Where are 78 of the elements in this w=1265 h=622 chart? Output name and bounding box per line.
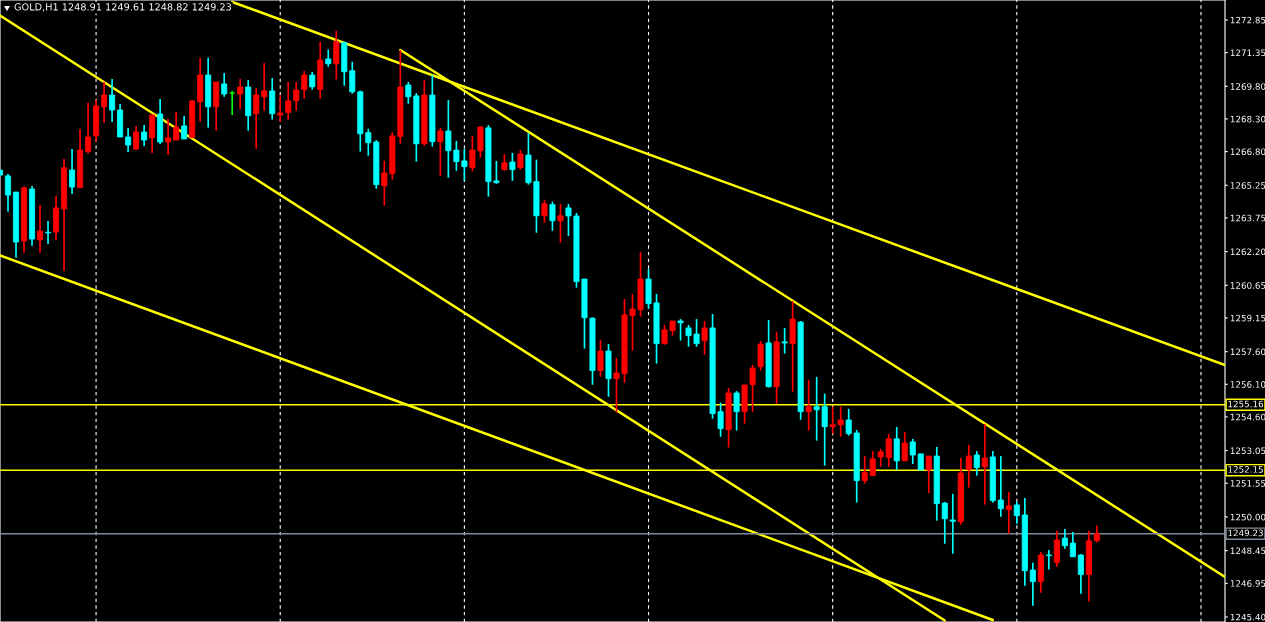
candlestick bbox=[597, 339, 604, 378]
y-tick-label: 1248.45 bbox=[1230, 547, 1265, 555]
candlestick bbox=[221, 72, 228, 98]
candlestick bbox=[901, 431, 908, 462]
y-tick-label: 1256.10 bbox=[1230, 381, 1265, 388]
y-tick-label: 1269.80 bbox=[1230, 83, 1265, 90]
candlestick bbox=[733, 390, 740, 432]
candlestick bbox=[981, 423, 988, 506]
candlestick bbox=[549, 200, 556, 232]
candlestick bbox=[253, 87, 260, 150]
candlestick bbox=[141, 124, 148, 147]
y-tick-label: 1263.75 bbox=[1230, 214, 1265, 222]
candlestick bbox=[941, 501, 948, 545]
candlestick bbox=[4, 173, 12, 213]
y-tick-label: 1253.05 bbox=[1230, 447, 1265, 455]
candlestick bbox=[1061, 528, 1068, 550]
candlestick bbox=[1045, 549, 1052, 571]
candlestick bbox=[925, 455, 932, 494]
candlestick bbox=[229, 90, 236, 116]
candlestick bbox=[125, 127, 132, 153]
candlestick bbox=[69, 148, 76, 195]
candlestick bbox=[757, 340, 764, 372]
candlestick bbox=[85, 102, 92, 155]
candlestick bbox=[701, 320, 708, 356]
candlestick bbox=[285, 81, 292, 121]
candlestick bbox=[1013, 501, 1020, 525]
y-tick-label: 1259.15 bbox=[1230, 314, 1265, 322]
candlestick bbox=[37, 204, 44, 254]
candlestick bbox=[997, 455, 1004, 518]
candlestick bbox=[165, 118, 172, 156]
candlestick bbox=[133, 125, 140, 151]
candlestick bbox=[1053, 530, 1060, 568]
candlestick bbox=[149, 114, 156, 154]
y-tick-label: 1245.40 bbox=[1230, 613, 1265, 621]
candlestick bbox=[261, 62, 268, 112]
candlestick bbox=[965, 444, 972, 489]
candlestick bbox=[781, 327, 788, 355]
candlestick bbox=[541, 198, 548, 224]
y-tick-label: 1251.55 bbox=[1230, 480, 1265, 487]
candlestick bbox=[437, 127, 444, 177]
y-tick-label: 1271.35 bbox=[1230, 49, 1265, 57]
candlestick bbox=[973, 450, 980, 477]
chart-title: GOLD,H1 1248.91 1249.61 1248.82 1249.23 bbox=[14, 3, 232, 12]
candlestick bbox=[109, 78, 116, 123]
y-tick-label: 1254.60 bbox=[1230, 413, 1265, 421]
candlestick bbox=[277, 94, 284, 123]
candlestick bbox=[517, 149, 524, 171]
candlestick bbox=[293, 81, 300, 112]
y-tick-label: 1260.65 bbox=[1230, 282, 1265, 289]
candlestick bbox=[805, 379, 812, 432]
y-tick-label: 1262.20 bbox=[1230, 248, 1265, 256]
ref-line-label: 1252.15 bbox=[1228, 466, 1263, 473]
candlestick bbox=[1005, 491, 1012, 535]
ref-line-label: 1255.16 bbox=[1228, 400, 1264, 408]
y-tick-label: 1246.95 bbox=[1230, 580, 1265, 587]
ref-line-label: 1249.23 bbox=[1228, 529, 1263, 537]
candlestick bbox=[893, 426, 900, 471]
candlestick bbox=[509, 152, 516, 182]
y-tick-label: 1266.80 bbox=[1230, 148, 1265, 156]
y-tick-label: 1257.60 bbox=[1230, 348, 1265, 356]
candlestick bbox=[1069, 531, 1076, 558]
candlestick bbox=[301, 70, 308, 100]
candlestick bbox=[101, 80, 108, 124]
candlestick bbox=[557, 202, 564, 244]
y-tick-label: 1250.00 bbox=[1230, 513, 1265, 521]
candlestick bbox=[45, 220, 52, 245]
candlestick bbox=[333, 29, 340, 81]
y-tick-label: 1268.30 bbox=[1230, 115, 1265, 123]
candlestick bbox=[237, 78, 244, 110]
candlestick bbox=[1077, 553, 1084, 595]
candlestick bbox=[949, 493, 956, 555]
candlestick bbox=[181, 115, 188, 140]
candlestick bbox=[677, 318, 684, 342]
candlestick bbox=[173, 111, 180, 141]
candlestick bbox=[1029, 562, 1036, 607]
y-tick-label: 1265.25 bbox=[1230, 182, 1265, 189]
candlestick bbox=[269, 77, 276, 121]
y-tick-label: 1272.85 bbox=[1230, 16, 1265, 24]
